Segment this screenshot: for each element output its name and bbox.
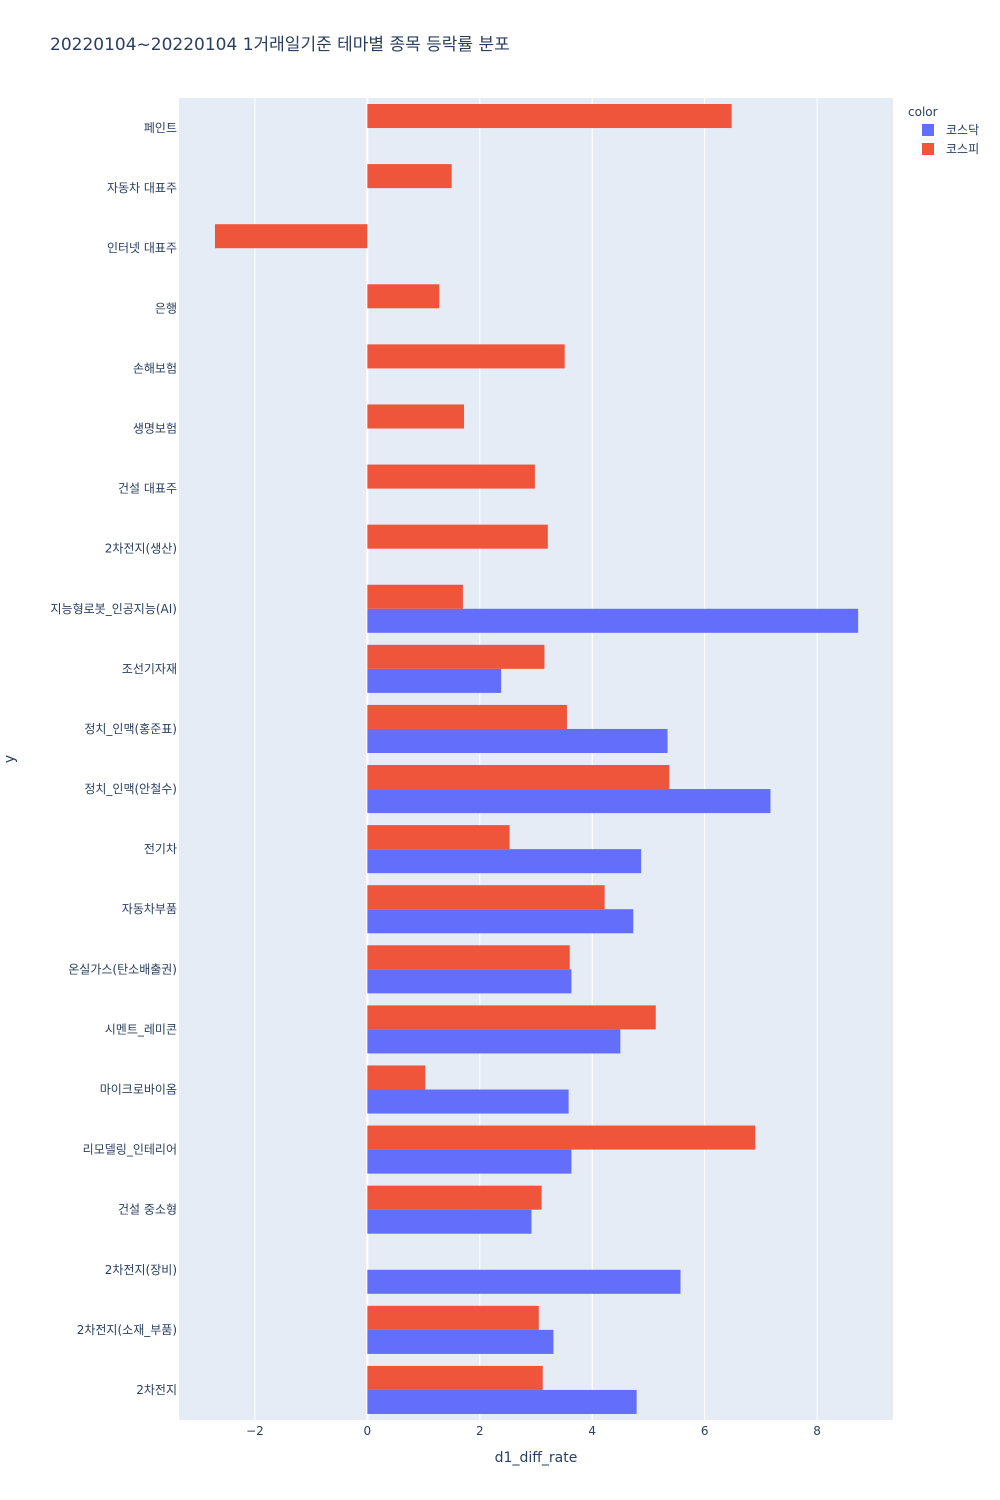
- y-tick-label: 2차전지(장비): [105, 1263, 177, 1277]
- bar-series-1: [367, 1029, 621, 1054]
- y-tick-label: 생명보험: [133, 422, 177, 436]
- y-tick-label: 건설 중소형: [118, 1203, 177, 1217]
- bar-series-2: [367, 765, 670, 790]
- y-tick-label: 페인트: [144, 121, 177, 135]
- y-tick-label: 정치_인맥(홍준표): [84, 722, 177, 736]
- y-tick-label: 정치_인맥(안철수): [84, 782, 177, 796]
- bar-series-2: [367, 524, 548, 549]
- bar-series-2: [367, 584, 463, 609]
- x-axis-label: d1_diff_rate: [495, 1450, 578, 1466]
- bar-series-2: [367, 164, 452, 189]
- y-tick-label: 지능형로봇_인공지능(AI): [51, 602, 177, 616]
- bar-series-1: [367, 1269, 681, 1294]
- bar-series-1: [367, 969, 572, 994]
- bars: [214, 104, 859, 1414]
- y-axis-label: y: [2, 755, 18, 763]
- y-tick-label: 리모델링_인테리어: [83, 1143, 177, 1157]
- y-tick-label: 온실가스(탄소배출권): [68, 962, 177, 976]
- bar-series-2: [367, 1125, 756, 1150]
- y-tick-label: 2차전지: [136, 1383, 177, 1397]
- bar-series-1: [367, 1209, 532, 1234]
- bar-series-2: [367, 1065, 426, 1090]
- x-tick-label: 4: [588, 1424, 596, 1438]
- legend-swatch: [922, 124, 934, 136]
- x-tick-label: 6: [701, 1424, 709, 1438]
- chart-title: 20220104~20220104 1거래일기준 테마별 종목 등락률 분포: [50, 35, 510, 55]
- bar-series-2: [367, 945, 570, 970]
- legend-swatch: [922, 143, 934, 155]
- bar-series-2: [214, 224, 368, 249]
- bar-series-2: [367, 464, 535, 489]
- bar-series-1: [367, 668, 502, 693]
- y-tick-label: 건설 대표주: [118, 482, 177, 496]
- bar-series-2: [367, 644, 545, 669]
- legend-title: color: [908, 105, 938, 119]
- bar-series-2: [367, 344, 565, 369]
- x-tick-label: −2: [246, 1424, 264, 1438]
- bar-series-2: [367, 885, 605, 910]
- bar-series-2: [367, 404, 465, 429]
- x-tick-label: 2: [476, 1424, 484, 1438]
- y-tick-label: 마이크로바이옴: [100, 1083, 177, 1097]
- bar-series-2: [367, 104, 732, 129]
- bar-series-2: [367, 704, 567, 729]
- y-tick-label: 시멘트_레미콘: [105, 1022, 177, 1036]
- bar-series-2: [367, 1005, 656, 1030]
- y-tick-label: 자동차부품: [122, 902, 177, 916]
- gridlines: [254, 98, 818, 1420]
- bar-series-2: [367, 284, 440, 309]
- legend-item-label[interactable]: 코스닥: [946, 123, 979, 137]
- bar-series-1: [367, 789, 771, 814]
- bar-series-1: [367, 1329, 554, 1354]
- bar-series-1: [367, 909, 634, 934]
- x-tick-label: 8: [813, 1424, 821, 1438]
- y-tick-label: 은행: [155, 300, 177, 315]
- bar-series-1: [367, 849, 642, 874]
- bar-series-1: [367, 728, 668, 753]
- bar-series-2: [367, 1185, 542, 1210]
- bar-series-2: [367, 825, 510, 850]
- bar-series-2: [367, 1305, 539, 1330]
- bar-series-1: [367, 1389, 637, 1414]
- x-tick-label: 0: [364, 1424, 372, 1438]
- y-tick-label: 자동차 대표주: [107, 181, 177, 195]
- y-tick-label: 손해보험: [133, 361, 177, 375]
- x-axis-ticks: −2 0 2 4 6 8: [246, 1424, 821, 1438]
- bar-series-2: [367, 1365, 543, 1390]
- y-tick-label: 조선기자재: [122, 662, 177, 676]
- legend-item-label[interactable]: 코스피: [946, 142, 979, 156]
- bar-series-1: [367, 1149, 572, 1174]
- y-tick-label: 전기차: [144, 842, 177, 856]
- bar-series-1: [367, 608, 859, 633]
- plot-area: [179, 98, 893, 1420]
- bar-series-1: [367, 1089, 569, 1114]
- y-tick-label: 2차전지(생산): [105, 542, 177, 556]
- y-tick-label: 2차전지(소재_부품): [77, 1323, 177, 1337]
- y-tick-label: 인터넷 대표주: [107, 241, 177, 255]
